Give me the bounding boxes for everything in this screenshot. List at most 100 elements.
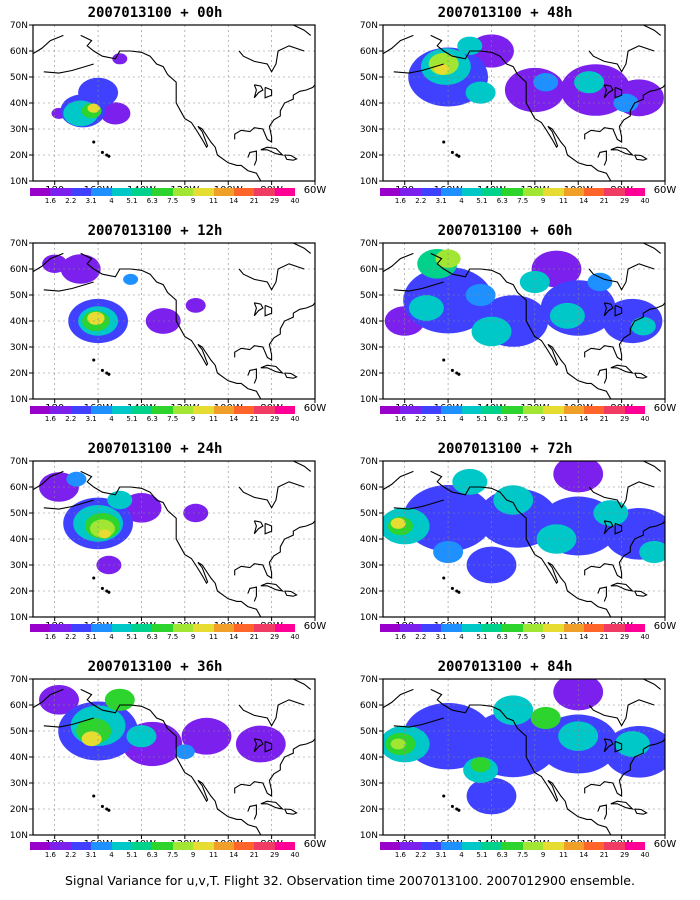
variance-contour — [558, 721, 599, 751]
coastline — [634, 154, 648, 161]
colorbar-segment — [193, 624, 214, 632]
colorbar-segment — [233, 624, 255, 632]
colorbar: 1.6 2.2 3.1 4 5.1 6.3 7.5 9 11 14 21 29 40 — [30, 406, 299, 428]
coastline — [247, 368, 257, 384]
latitude-label: 40N — [360, 535, 378, 545]
variance-contour — [452, 468, 488, 495]
coastline — [430, 34, 612, 181]
colorbar-label: 6.3 — [496, 415, 508, 423]
colorbar-segment — [91, 188, 112, 196]
variance-map: 180160W140W120W100W80W60W10N20N30N40N50N… — [360, 457, 677, 632]
variance-map: 180160W140W120W100W80W60W10N20N30N40N50N… — [360, 21, 677, 196]
colorbar-segment — [193, 188, 214, 196]
map-panel: 2007013100 + 00h180160W140W120W100W80W60… — [5, 5, 327, 215]
variance-contour — [465, 283, 496, 307]
map-panel: 2007013100 + 12h180160W140W120W100W80W60… — [5, 223, 327, 433]
colorbar-segment — [172, 624, 194, 632]
colorbar-segment — [461, 406, 482, 414]
coastline — [234, 84, 315, 143]
colorbar-label: 11 — [559, 415, 568, 423]
longitude-label: 60W — [304, 839, 327, 850]
coastline — [80, 470, 262, 617]
colorbar-label: 6.3 — [146, 197, 158, 205]
panel-title: 2007013100 + 84h — [437, 659, 573, 675]
coastline — [284, 154, 298, 161]
colorbar-label: 7.5 — [517, 197, 529, 205]
colorbar-segment — [441, 188, 462, 196]
coastline — [238, 263, 305, 291]
latitude-label: 40N — [10, 535, 28, 545]
colorbar-label: 6.3 — [146, 415, 158, 423]
colorbar-label: 5.1 — [126, 415, 138, 423]
colorbar-segment — [543, 188, 564, 196]
variance-map: 180160W140W120W100W80W60W10N20N30N40N50N… — [10, 675, 327, 850]
latitude-label: 70N — [10, 239, 28, 249]
colorbar-label: 9 — [190, 633, 196, 641]
variance-map: 180160W140W120W100W80W60W10N20N30N40N50N… — [360, 239, 677, 414]
colorbar-segment — [502, 188, 523, 196]
colorbar-label: 40 — [640, 633, 650, 641]
latitude-label: 60N — [10, 483, 28, 493]
colorbar-label: 2.2 — [415, 415, 427, 423]
colorbar-label: 14 — [579, 197, 589, 205]
colorbar-label: 3.1 — [435, 851, 447, 859]
coastline — [383, 252, 414, 273]
colorbar-segment — [380, 188, 401, 196]
colorbar-segment — [254, 624, 275, 632]
coastline — [33, 34, 64, 55]
latitude-label: 10N — [10, 831, 28, 841]
variance-contour — [174, 744, 195, 760]
variance-contour — [408, 295, 444, 321]
latitude-label: 50N — [10, 727, 28, 737]
coastline — [80, 34, 262, 181]
colorbar: 1.6 2.2 3.1 4 5.1 6.3 7.5 9 11 14 21 29 40 — [380, 406, 649, 428]
colorbar-segment — [50, 406, 71, 414]
variance-contour — [78, 77, 119, 108]
coastline — [264, 522, 273, 535]
colorbar-segment — [481, 406, 503, 414]
coastline — [383, 470, 414, 491]
variance-contour — [390, 517, 406, 529]
coastline — [383, 34, 414, 55]
panel-title: 2007013100 + 48h — [437, 5, 573, 21]
variance-contour — [126, 725, 157, 748]
latitude-label: 20N — [10, 587, 28, 597]
coastline — [293, 25, 312, 36]
colorbar-label: 3.1 — [85, 851, 97, 859]
colorbar-label: 40 — [290, 633, 300, 641]
colorbar-label: 3.1 — [435, 633, 447, 641]
variance-contour — [493, 485, 534, 515]
coastline — [264, 740, 273, 753]
panel-title: 2007013100 + 36h — [87, 659, 223, 675]
colorbar-segment — [70, 188, 92, 196]
variance-contour — [104, 688, 135, 711]
colorbar-segment — [522, 842, 544, 850]
colorbar-label: 1.6 — [44, 197, 56, 205]
coastline — [634, 590, 648, 597]
coastline — [588, 481, 655, 509]
colorbar-segment — [152, 624, 173, 632]
variance-contour — [533, 73, 559, 92]
colorbar-label: 21 — [599, 851, 609, 859]
coastline — [247, 804, 257, 820]
coastline — [643, 679, 662, 690]
colorbar-label: 7.5 — [167, 197, 179, 205]
latitude-label: 30N — [360, 779, 378, 789]
latitude-label: 60N — [360, 47, 378, 57]
colorbar-label: 14 — [579, 633, 589, 641]
coastline — [253, 84, 264, 99]
coastline — [584, 84, 665, 143]
colorbar-segment — [400, 188, 421, 196]
colorbar-label: 5.1 — [476, 633, 488, 641]
coastline — [253, 738, 264, 753]
colorbar-label: 2.2 — [65, 197, 77, 205]
colorbar-segment — [111, 406, 132, 414]
colorbar: 1.6 2.2 3.1 4 5.1 6.3 7.5 9 11 14 21 29 40 — [380, 842, 649, 864]
colorbar-label: 1.6 — [394, 197, 406, 205]
latitude-label: 10N — [360, 831, 378, 841]
colorbar-segment — [420, 406, 442, 414]
colorbar-segment — [254, 188, 275, 196]
variance-contour — [549, 302, 585, 329]
colorbar-label: 7.5 — [167, 851, 179, 859]
coastline — [234, 520, 315, 579]
